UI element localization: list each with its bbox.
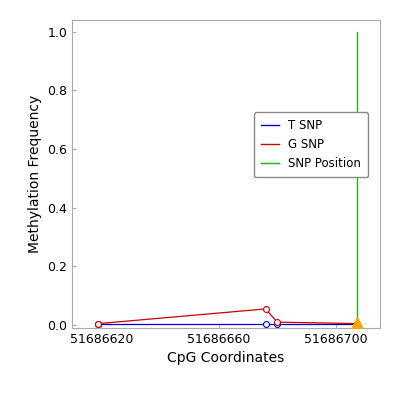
- Point: [262, 320, 269, 327]
- Point: [274, 320, 280, 327]
- Point: [274, 319, 280, 325]
- Point: [95, 320, 102, 327]
- Legend: T SNP, G SNP, SNP Position: T SNP, G SNP, SNP Position: [254, 112, 368, 177]
- Y-axis label: Methylation Frequency: Methylation Frequency: [28, 95, 42, 253]
- X-axis label: CpG Coordinates: CpG Coordinates: [167, 352, 285, 366]
- Point: [95, 320, 102, 327]
- Point: [353, 320, 360, 327]
- Point: [353, 320, 360, 327]
- Point: [262, 306, 269, 312]
- Point: [353, 320, 360, 327]
